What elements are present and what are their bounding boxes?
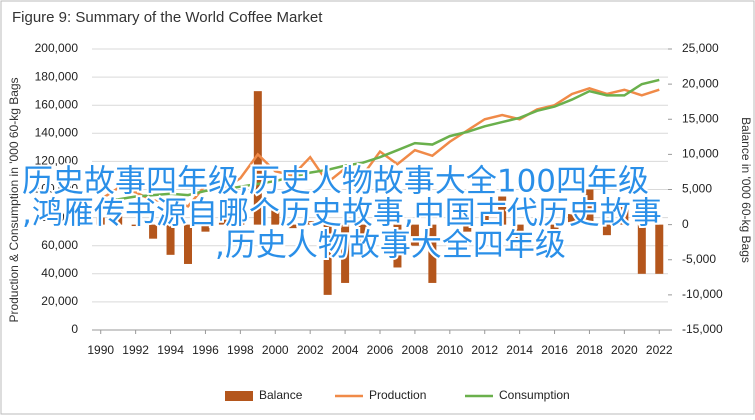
y2-tick-label: 20,000 (682, 76, 719, 90)
x-tick-label: 1994 (157, 343, 184, 357)
y-tick-label: 0 (71, 322, 78, 336)
line (100, 87, 660, 208)
y2-tick-label: 25,000 (682, 41, 719, 55)
x-tick-label: 2008 (402, 343, 429, 357)
bar (358, 224, 367, 246)
y-tick-label: 60,000 (41, 238, 78, 252)
bar (218, 217, 227, 225)
legend-label: Consumption (499, 388, 570, 402)
bar (166, 224, 175, 255)
bar (341, 224, 350, 283)
y2-tick-label: 5,000 (682, 182, 712, 196)
x-tick-label: 1992 (122, 343, 149, 357)
y-tick-label: 200,000 (35, 41, 79, 55)
bar (236, 221, 245, 225)
y-tick-label: 20,000 (41, 294, 78, 308)
x-tick-label: 2020 (611, 343, 638, 357)
y2-tick-label: 0 (682, 217, 689, 231)
x-tick-label: 2002 (297, 343, 324, 357)
y-tick-label: 40,000 (41, 266, 78, 280)
legend-swatch (225, 391, 253, 401)
bar (393, 224, 402, 268)
x-tick-label: 2006 (367, 343, 394, 357)
bar (445, 217, 454, 225)
bar (410, 224, 419, 246)
bar (114, 207, 123, 225)
x-tick-label: 2010 (436, 343, 463, 357)
bar (602, 224, 611, 236)
bar (498, 196, 507, 225)
legend-label: Production (369, 388, 426, 402)
x-tick-label: 2004 (332, 343, 359, 357)
bar (184, 224, 192, 264)
chart-title: Figure 9: Summary of the World Coffee Ma… (12, 9, 323, 26)
bar (131, 224, 140, 227)
x-tick-label: 2014 (506, 343, 533, 357)
bar (149, 224, 158, 239)
bar (620, 203, 629, 225)
x-tick-label: 1998 (227, 343, 254, 357)
y-tick-label: 160,000 (35, 97, 79, 111)
y-tick-label: 140,000 (35, 125, 79, 139)
bar (515, 224, 524, 239)
bar (306, 221, 315, 225)
y2-tick-label: 15,000 (682, 111, 719, 125)
x-tick-label: 2012 (471, 343, 498, 357)
legend-label: Balance (259, 388, 303, 402)
overlay-text: ,鸿雁传书源自哪个历史故事,中国古代历史故事 (22, 196, 662, 232)
y-tick-label: 80,000 (41, 210, 78, 224)
y2-axis-title: Balance in '000 60-kg Bags (739, 117, 753, 263)
y2-tick-label: -10,000 (682, 287, 723, 301)
x-tick-label: 2022 (646, 343, 673, 357)
y-tick-label: 120,000 (35, 154, 79, 168)
x-tick-label: 2018 (576, 343, 603, 357)
bar (655, 224, 664, 274)
bar (585, 189, 594, 225)
bar (253, 91, 262, 225)
x-tick-label: 1990 (87, 343, 114, 357)
bar (201, 224, 210, 232)
x-tick-label: 2016 (541, 343, 568, 357)
overlay-text: ,历史人物故事大全四年级 (215, 228, 566, 264)
y-axis-title: Production & Consumption in '000 60-kg B… (7, 77, 21, 322)
bar (568, 214, 576, 225)
bar (550, 224, 559, 232)
line (100, 78, 660, 202)
bar (288, 224, 297, 229)
y2-tick-label: -5,000 (682, 252, 716, 266)
bar (463, 224, 472, 232)
x-tick-label: 1996 (192, 343, 219, 357)
bar (637, 224, 646, 274)
bar (428, 224, 437, 283)
y2-tick-label: -15,000 (682, 322, 723, 336)
bar (96, 217, 105, 225)
bar (323, 224, 332, 295)
y-tick-label: 100,000 (35, 182, 79, 196)
overlay-text: 历史故事四年级,历史人物故事大全100四年级 (22, 164, 649, 200)
bar (480, 210, 489, 225)
bar (271, 210, 280, 225)
x-tick-label: 2000 (262, 343, 289, 357)
y-tick-label: 180,000 (35, 69, 79, 83)
y2-tick-label: 10,000 (682, 147, 719, 161)
